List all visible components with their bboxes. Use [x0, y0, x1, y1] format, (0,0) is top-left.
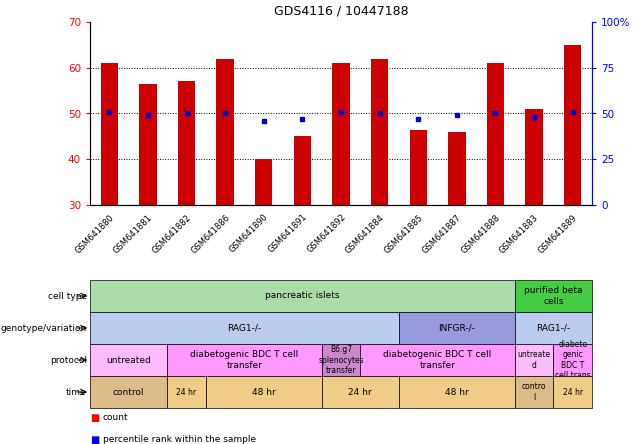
- FancyBboxPatch shape: [399, 312, 515, 344]
- Text: untreated: untreated: [106, 356, 151, 365]
- FancyBboxPatch shape: [553, 376, 592, 408]
- Text: control: control: [113, 388, 144, 396]
- Text: cell type: cell type: [48, 292, 87, 301]
- FancyBboxPatch shape: [553, 344, 592, 376]
- FancyBboxPatch shape: [90, 280, 515, 312]
- Bar: [333, 63, 350, 205]
- FancyBboxPatch shape: [515, 344, 553, 376]
- FancyBboxPatch shape: [515, 376, 553, 408]
- Text: B6.g7
splenocytes
transfer: B6.g7 splenocytes transfer: [318, 345, 364, 375]
- Text: ■: ■: [90, 413, 99, 423]
- Text: 48 hr: 48 hr: [252, 388, 275, 396]
- Text: protocol: protocol: [50, 356, 87, 365]
- Bar: [410, 130, 427, 205]
- Text: ■: ■: [90, 435, 99, 444]
- Text: untreate
d: untreate d: [518, 350, 551, 370]
- Bar: [448, 132, 466, 205]
- Bar: [178, 82, 195, 205]
- FancyBboxPatch shape: [399, 376, 515, 408]
- Text: time: time: [66, 388, 87, 396]
- Bar: [294, 136, 311, 205]
- Bar: [216, 59, 234, 205]
- Text: 24 hr: 24 hr: [349, 388, 372, 396]
- Bar: [487, 63, 504, 205]
- Text: contro
l: contro l: [522, 382, 546, 402]
- Bar: [139, 84, 156, 205]
- FancyBboxPatch shape: [90, 376, 167, 408]
- Bar: [255, 159, 272, 205]
- Text: 24 hr: 24 hr: [176, 388, 197, 396]
- Text: pancreatic islets: pancreatic islets: [265, 292, 340, 301]
- Text: purified beta
cells: purified beta cells: [524, 286, 583, 306]
- Text: percentile rank within the sample: percentile rank within the sample: [103, 435, 256, 444]
- FancyBboxPatch shape: [167, 376, 206, 408]
- FancyBboxPatch shape: [515, 280, 592, 312]
- Bar: [564, 45, 581, 205]
- Text: 24 hr: 24 hr: [563, 388, 583, 396]
- Text: RAG1-/-: RAG1-/-: [536, 324, 570, 333]
- Bar: [371, 59, 389, 205]
- FancyBboxPatch shape: [361, 344, 515, 376]
- Text: RAG1-/-: RAG1-/-: [228, 324, 261, 333]
- Text: diabetogenic BDC T cell
transfer: diabetogenic BDC T cell transfer: [384, 350, 492, 370]
- FancyBboxPatch shape: [515, 312, 592, 344]
- FancyBboxPatch shape: [167, 344, 322, 376]
- Text: 48 hr: 48 hr: [445, 388, 469, 396]
- Text: count: count: [103, 413, 128, 422]
- FancyBboxPatch shape: [206, 376, 322, 408]
- Text: INFGR-/-: INFGR-/-: [438, 324, 475, 333]
- FancyBboxPatch shape: [90, 312, 399, 344]
- Text: genotype/variation: genotype/variation: [1, 324, 87, 333]
- Bar: [100, 63, 118, 205]
- FancyBboxPatch shape: [322, 376, 399, 408]
- Bar: [525, 109, 543, 205]
- FancyBboxPatch shape: [90, 344, 167, 376]
- Text: diabetogenic BDC T cell
transfer: diabetogenic BDC T cell transfer: [190, 350, 298, 370]
- Text: diabeto
genic
BDC T
cell trans: diabeto genic BDC T cell trans: [555, 340, 590, 380]
- Text: GDS4116 / 10447188: GDS4116 / 10447188: [273, 4, 408, 18]
- FancyBboxPatch shape: [322, 344, 361, 376]
